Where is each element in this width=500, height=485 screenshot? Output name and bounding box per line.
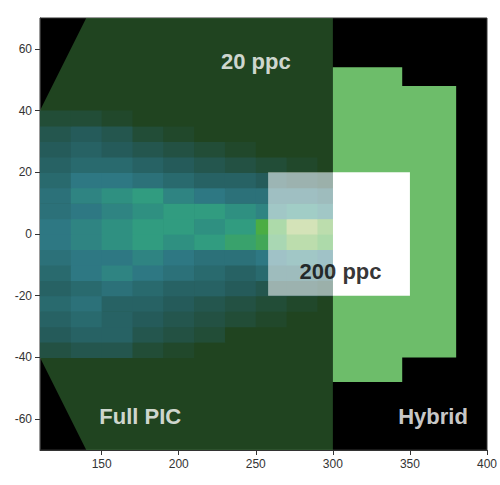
svg-text:Full PIC: Full PIC — [99, 404, 181, 429]
svg-text:Hybrid: Hybrid — [398, 404, 468, 429]
svg-text:200 ppc: 200 ppc — [300, 259, 382, 284]
svg-text:-40: -40 — [15, 350, 33, 364]
svg-text:350: 350 — [400, 457, 420, 471]
svg-text:200: 200 — [169, 457, 189, 471]
svg-text:400: 400 — [477, 457, 497, 471]
svg-text:40: 40 — [19, 104, 33, 118]
svg-text:-60: -60 — [15, 412, 33, 426]
svg-text:60: 60 — [19, 42, 33, 56]
svg-text:20: 20 — [19, 165, 33, 179]
svg-text:150: 150 — [92, 457, 112, 471]
svg-text:250: 250 — [246, 457, 266, 471]
svg-text:20 ppc: 20 ppc — [221, 49, 291, 74]
svg-text:0: 0 — [25, 227, 32, 241]
svg-text:-20: -20 — [15, 289, 33, 303]
svg-text:300: 300 — [323, 457, 343, 471]
